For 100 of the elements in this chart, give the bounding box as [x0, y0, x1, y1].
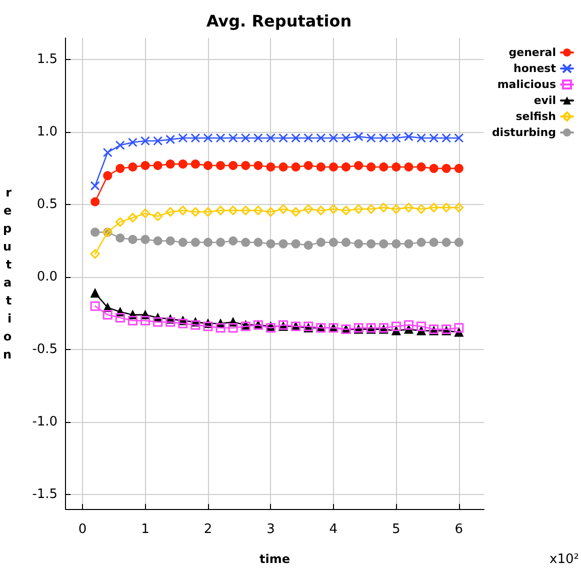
- point: [90, 181, 100, 191]
- point: [342, 162, 350, 172]
- legend-label: general: [508, 46, 556, 59]
- point: [328, 133, 338, 143]
- point: [90, 249, 100, 259]
- point: [328, 238, 338, 247]
- point: [178, 206, 188, 216]
- point: [228, 206, 238, 216]
- point: [354, 132, 364, 142]
- point: [266, 207, 276, 217]
- point: [354, 161, 364, 170]
- point: [115, 312, 125, 322]
- point: [442, 164, 451, 173]
- point: [404, 162, 414, 172]
- point: [153, 212, 163, 222]
- point: [391, 204, 401, 214]
- point: [378, 133, 388, 143]
- point: [166, 317, 176, 327]
- point: [102, 148, 112, 158]
- point: [316, 133, 326, 143]
- point: [116, 233, 125, 242]
- point: [392, 162, 401, 172]
- point: [304, 240, 313, 250]
- point: [216, 161, 226, 170]
- point: [266, 133, 276, 143]
- point: [153, 236, 162, 246]
- point: [140, 208, 150, 218]
- point: [378, 202, 388, 212]
- point: [228, 133, 238, 143]
- point: [429, 238, 438, 247]
- point: [278, 239, 288, 248]
- point: [404, 132, 414, 142]
- point: [140, 316, 150, 326]
- point: [140, 136, 150, 146]
- point: [341, 133, 351, 143]
- point: [116, 164, 125, 173]
- point: [178, 318, 188, 328]
- point: [153, 317, 163, 327]
- point: [304, 204, 314, 214]
- point: [328, 204, 338, 214]
- text: reputation: [2, 186, 12, 362]
- point: [416, 162, 426, 172]
- point: [328, 162, 338, 172]
- point: [391, 133, 401, 143]
- point: [304, 133, 314, 143]
- legend-label: evil: [534, 94, 556, 107]
- x-tick-label: 0: [78, 522, 87, 537]
- point: [454, 238, 464, 247]
- point: [90, 197, 100, 206]
- point: [316, 238, 326, 247]
- point: [442, 133, 452, 143]
- point: [342, 238, 350, 247]
- point: [128, 234, 138, 244]
- point: [228, 236, 238, 246]
- point: [190, 320, 200, 330]
- point: [266, 162, 276, 172]
- point: [166, 160, 175, 169]
- point: [190, 160, 200, 169]
- point: [416, 322, 426, 332]
- legend-label: malicious: [497, 78, 556, 91]
- x-tick-label: 6: [454, 522, 464, 537]
- point: [216, 206, 226, 216]
- point: [254, 161, 263, 170]
- point: [190, 238, 200, 247]
- point: [429, 164, 438, 173]
- chart-title: Avg. Reputation: [206, 12, 352, 30]
- point: [416, 133, 426, 143]
- point: [391, 322, 401, 332]
- point: [228, 323, 238, 333]
- point: [240, 133, 250, 143]
- text: x10²: [550, 552, 580, 567]
- point: [203, 238, 212, 247]
- point: [442, 202, 452, 212]
- point: [166, 236, 175, 246]
- point: [241, 238, 250, 247]
- point: [216, 323, 226, 333]
- point: [153, 161, 162, 170]
- point: [429, 202, 439, 212]
- x-tick-label: 1: [141, 522, 150, 537]
- y-tick-label: 0.0: [36, 270, 58, 285]
- point: [203, 133, 213, 143]
- point: [128, 316, 138, 326]
- y-tick-label: 0.5: [36, 197, 58, 212]
- point: [115, 217, 125, 227]
- point: [190, 207, 200, 217]
- legend-label: honest: [514, 62, 556, 75]
- point: [128, 138, 138, 148]
- point: [366, 162, 376, 172]
- point: [266, 239, 276, 248]
- point: [429, 133, 439, 143]
- y-tick-label: -1.5: [32, 487, 58, 502]
- point: [404, 239, 414, 248]
- point: [128, 212, 138, 222]
- point: [190, 133, 200, 143]
- point: [90, 301, 100, 311]
- x-tick-label: 3: [266, 522, 275, 537]
- point: [416, 204, 426, 214]
- point: [454, 164, 464, 173]
- point: [153, 136, 163, 146]
- point: [140, 161, 150, 170]
